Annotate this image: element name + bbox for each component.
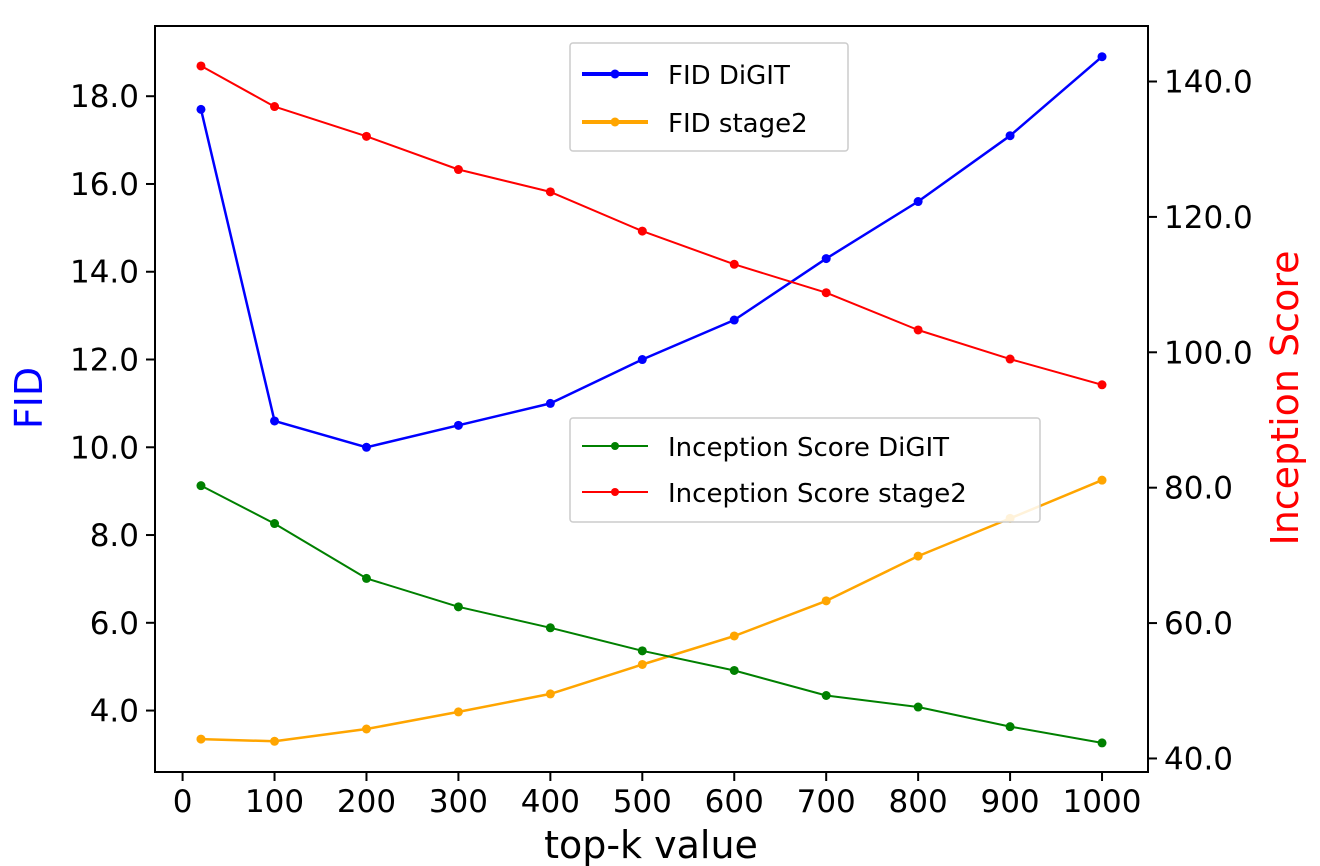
x-tick-label: 700	[797, 784, 856, 820]
data-point-inception-score-stage2	[729, 259, 739, 269]
right-y-tick-label: 120.0	[1164, 200, 1253, 236]
right-y-tick-label: 80.0	[1164, 471, 1233, 507]
x-tick-label: 100	[245, 784, 304, 820]
data-point-inception-score-stage2	[361, 131, 371, 141]
data-point-inception-score-stage2	[196, 61, 206, 71]
legend-is-stage2-marker	[611, 488, 619, 496]
data-point-fid-digit	[270, 416, 280, 426]
data-point-fid-digit	[361, 442, 371, 452]
data-point-inception-score-stage2	[270, 102, 280, 112]
right-y-tick-label: 40.0	[1164, 741, 1233, 777]
legend-is-stage2-label: Inception Score stage2	[668, 479, 967, 509]
right-y-tick-label: 140.0	[1164, 65, 1253, 101]
data-point-fid-stage2	[361, 724, 371, 734]
right-y-axis-title: Inception Score	[1263, 251, 1307, 546]
x-tick-label: 600	[705, 784, 764, 820]
x-tick-label: 400	[521, 784, 580, 820]
legend-fid-digit-label: FID DiGIT	[668, 61, 790, 91]
x-tick-label: 800	[889, 784, 948, 820]
data-point-inception-score-stage2	[913, 325, 923, 335]
left-y-axis-title: FID	[7, 367, 51, 429]
left-y-tick-label: 10.0	[70, 430, 139, 466]
plot-frame	[154, 25, 1149, 773]
data-point-inception-score-digit	[453, 602, 463, 612]
data-point-fid-stage2	[729, 631, 739, 641]
x-tick-label: 300	[429, 784, 488, 820]
data-point-fid-digit	[196, 104, 206, 114]
data-point-fid-stage2	[821, 596, 831, 606]
left-y-tick-label: 18.0	[70, 79, 139, 115]
plot-marks	[196, 52, 1107, 748]
right-y-tick-label: 60.0	[1164, 606, 1233, 642]
data-point-inception-score-digit	[1005, 722, 1015, 732]
legend-inception: Inception Score DiGIT Inception Score st…	[569, 417, 1041, 523]
data-point-fid-stage2	[913, 551, 923, 561]
legend-fid-stage2-label: FID stage2	[668, 109, 808, 139]
data-point-fid-digit	[453, 420, 463, 430]
data-point-fid-stage2	[545, 689, 555, 699]
legend-is-digit-marker	[611, 442, 619, 450]
data-point-fid-stage2	[637, 659, 647, 669]
left-y-tick-label: 12.0	[70, 343, 139, 379]
data-point-inception-score-digit	[913, 702, 923, 712]
legend-is-digit-label: Inception Score DiGIT	[668, 433, 949, 463]
data-point-fid-digit	[1097, 52, 1107, 62]
x-axis-ticks: 0 100 200 300 400 500 600 700 800 900 1000	[173, 772, 1142, 820]
left-y-tick-label: 4.0	[90, 694, 139, 730]
data-point-fid-digit	[821, 254, 831, 264]
legend-fid: FID DiGIT FID stage2	[569, 42, 849, 152]
legend-fid-stage2-marker	[610, 117, 620, 127]
data-point-inception-score-stage2	[637, 226, 647, 236]
x-tick-label: 0	[173, 784, 193, 820]
data-point-inception-score-digit	[821, 691, 831, 701]
data-point-fid-stage2	[196, 734, 206, 744]
data-point-fid-stage2	[1097, 475, 1107, 485]
data-point-inception-score-stage2	[1097, 380, 1107, 390]
x-axis-title: top-k value	[544, 823, 758, 866]
left-y-tick-label: 16.0	[70, 167, 139, 203]
data-point-inception-score-digit	[545, 623, 555, 633]
data-point-inception-score-stage2	[453, 165, 463, 175]
data-point-fid-digit	[637, 355, 647, 365]
left-y-tick-label: 6.0	[90, 606, 139, 642]
right-y-axis-ticks: 40.0 60.0 80.0 100.0 120.0 140.0	[1148, 65, 1253, 777]
data-point-inception-score-stage2	[821, 288, 831, 298]
legend-inception-box	[569, 417, 1041, 523]
right-y-tick-label: 100.0	[1164, 335, 1253, 371]
data-point-inception-score-digit	[361, 573, 371, 583]
data-point-inception-score-stage2	[545, 187, 555, 197]
data-point-inception-score-digit	[196, 481, 206, 491]
data-point-fid-digit	[1005, 131, 1015, 141]
x-tick-label: 200	[337, 784, 396, 820]
data-point-inception-score-stage2	[1005, 354, 1015, 364]
x-tick-label: 1000	[1063, 784, 1142, 820]
data-point-fid-stage2	[453, 707, 463, 717]
data-point-inception-score-digit	[270, 519, 280, 529]
data-point-inception-score-digit	[637, 646, 647, 656]
data-point-inception-score-digit	[729, 665, 739, 675]
left-y-tick-label: 14.0	[70, 255, 139, 291]
data-point-fid-digit	[545, 398, 555, 408]
data-point-fid-stage2	[270, 736, 280, 746]
left-y-axis-ticks: 4.0 6.0 8.0 10.0 12.0 14.0 16.0 18.0	[70, 79, 155, 730]
data-point-fid-digit	[729, 315, 739, 325]
x-tick-label: 500	[613, 784, 672, 820]
left-y-tick-label: 8.0	[90, 518, 139, 554]
legend-fid-digit-marker	[610, 69, 620, 79]
x-tick-label: 900	[980, 784, 1039, 820]
data-point-inception-score-digit	[1097, 738, 1107, 748]
data-point-fid-digit	[913, 197, 923, 207]
